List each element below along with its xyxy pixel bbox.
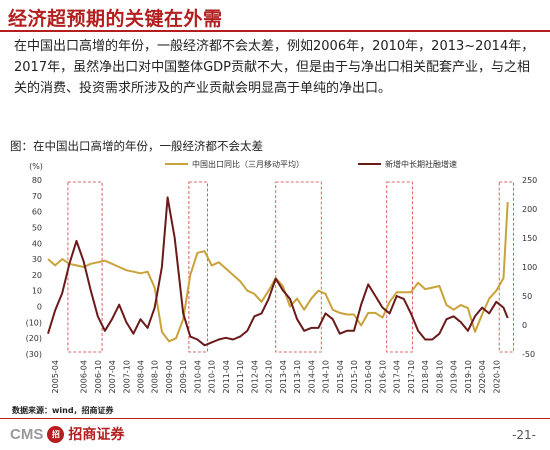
body-paragraph: 在中国出口高增的年份，一般经济都不会太差，例如2006年，2010年，2013~…	[14, 39, 535, 96]
x-tick-19: 2015-04	[336, 360, 345, 393]
x-tick-22: 2016-10	[378, 360, 387, 393]
highlight-box-0	[67, 181, 103, 353]
x-tick-11: 2011-04	[222, 360, 231, 393]
left-tick-11: (30)	[26, 350, 42, 359]
x-tick-25: 2018-04	[421, 360, 430, 393]
legend-label-credit: 新增中长期社融增速	[385, 159, 457, 169]
x-tick-7: 2009-04	[165, 360, 174, 393]
x-tick-24: 2017-10	[407, 360, 416, 393]
left-tick-2: 60	[32, 208, 42, 217]
logo-cms-text: CMS	[10, 425, 44, 443]
left-tick-7: 10	[32, 287, 42, 296]
right-tick-4: 50	[522, 292, 532, 301]
x-tick-12: 2011-10	[236, 360, 245, 393]
left-tick-3: 50	[32, 223, 42, 232]
x-tick-4: 2007-10	[122, 360, 131, 393]
x-tick-16: 2013-10	[293, 360, 302, 393]
left-tick-0: 80	[32, 176, 42, 185]
x-tick-0: 2005-04	[51, 360, 60, 393]
highlight-box-1	[188, 181, 208, 353]
x-tick-5: 2008-04	[137, 360, 146, 393]
series-lines	[47, 196, 509, 347]
title-divider	[0, 30, 550, 32]
series-line-0	[47, 202, 509, 343]
x-tick-10: 2010-10	[208, 360, 217, 393]
x-tick-30: 2020-10	[492, 360, 501, 393]
chart-legend: 中国出口同比（三月移动平均） 新增中长期社融增速	[165, 159, 457, 169]
left-tick-5: 30	[32, 255, 42, 264]
left-tick-9: (10)	[26, 318, 42, 327]
page-number: -21-	[512, 428, 536, 442]
x-tick-29: 2020-04	[478, 360, 487, 393]
x-tick-28: 2019-10	[464, 360, 473, 393]
highlight-box-3	[386, 181, 413, 353]
x-tick-17: 2014-04	[307, 360, 316, 393]
left-axis-ticks: 80 70 60 50 40 30 20 10 0 (10) (20) (30)	[26, 176, 42, 359]
left-tick-6: 20	[32, 271, 42, 280]
x-tick-2: 2006-10	[94, 360, 103, 393]
x-tick-9: 2010-04	[193, 360, 202, 393]
right-axis-ticks: 250 200 150 100 50 0 -50	[522, 176, 537, 359]
x-tick-8: 2009-10	[179, 360, 188, 393]
left-tick-1: 70	[32, 192, 42, 201]
figure-caption: 图：在中国出口高增的年份，一般经济都不会太差	[10, 139, 263, 153]
page-title: 经济超预期的关键在外需	[8, 8, 223, 30]
data-source-note: 数据来源：wind，招商证券	[12, 406, 114, 415]
x-tick-26: 2018-10	[435, 360, 444, 393]
left-tick-10: (20)	[26, 334, 42, 343]
highlight-boxes	[67, 181, 514, 353]
footer-divider	[0, 418, 550, 419]
x-tick-15: 2013-04	[279, 360, 288, 393]
right-tick-3: 100	[522, 263, 537, 272]
logo-seal-icon: 招	[47, 425, 65, 443]
left-axis-unit: (%)	[29, 162, 43, 171]
x-tick-1: 2006-04	[80, 360, 89, 393]
x-tick-20: 2015-10	[350, 360, 359, 393]
x-tick-21: 2016-04	[364, 360, 373, 393]
left-tick-4: 40	[32, 239, 42, 248]
right-tick-1: 200	[522, 205, 537, 214]
left-tick-8: 0	[37, 303, 42, 312]
right-tick-5: 0	[522, 321, 527, 330]
x-tick-23: 2017-04	[393, 360, 402, 393]
right-tick-6: -50	[522, 350, 535, 359]
x-axis-ticks: 2005-04 2006-04 2006-10 2007-04 2007-10 2008-…	[51, 360, 501, 393]
logo-chinese-name: 招商证券	[68, 427, 125, 443]
x-tick-27: 2019-04	[450, 360, 459, 393]
highlight-box-4	[498, 181, 514, 353]
company-logo: CMS 招 招商证券	[10, 424, 124, 444]
legend-label-export: 中国出口同比（三月移动平均）	[192, 159, 304, 169]
x-tick-18: 2014-10	[322, 360, 331, 393]
highlight-box-2	[275, 181, 322, 353]
x-tick-6: 2008-10	[151, 360, 160, 393]
x-tick-13: 2012-04	[250, 360, 259, 393]
series-line-1	[47, 196, 509, 347]
right-tick-0: 250	[522, 176, 537, 185]
x-tick-3: 2007-04	[108, 360, 117, 393]
x-tick-14: 2012-10	[265, 360, 274, 393]
right-tick-2: 150	[522, 234, 537, 243]
